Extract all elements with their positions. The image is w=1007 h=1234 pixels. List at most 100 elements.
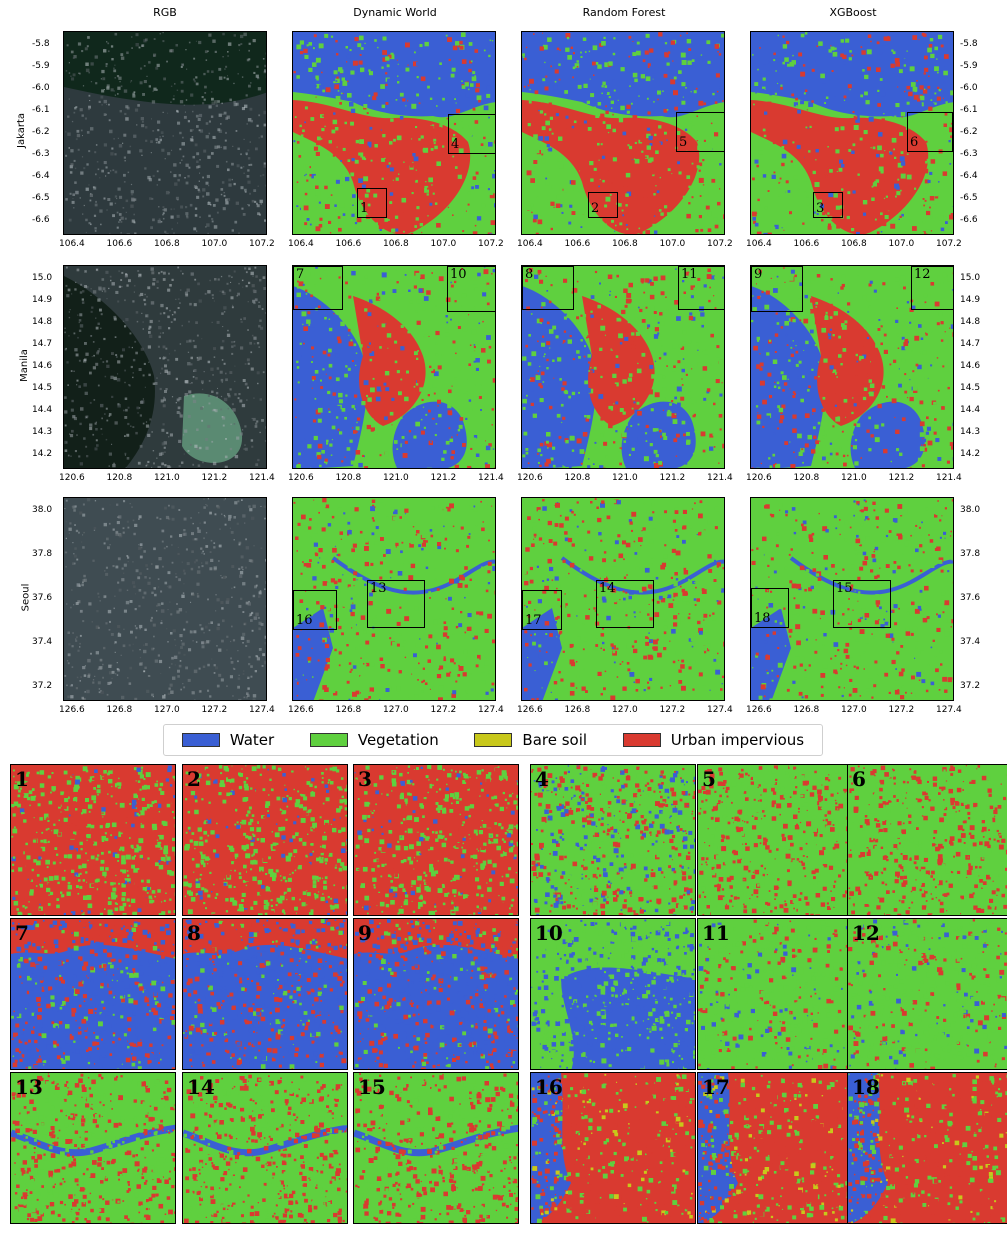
col-title-random-forest: Random Forest [582, 6, 666, 19]
x-tick-label: 121.0 [154, 473, 180, 483]
x-tick-label: 106.4 [517, 239, 543, 249]
x-tick-label: 106.6 [793, 239, 820, 249]
x-tick-label: 126.8 [564, 705, 591, 715]
map-manila-xgboost: 9 12 [750, 265, 954, 469]
zoom-region-label: 2 [591, 201, 600, 216]
x-tick-label: 121.4 [249, 473, 275, 483]
y-tick-label-left: 14.9 [32, 295, 53, 305]
x-tick-label: 121.2 [659, 473, 686, 483]
zoom-inset-9: 9 [353, 918, 519, 1070]
zoom-region-box: 7 [293, 266, 343, 310]
zoom-region-label: 3 [816, 201, 825, 216]
zoom-region-box: 13 [367, 580, 425, 628]
zoom-inset-14: 14 [182, 1072, 348, 1224]
zoom-region-label: 9 [754, 267, 763, 282]
zoom-inset-7: 7 [10, 918, 176, 1070]
y-tick-label-right: -6.4 [960, 171, 978, 181]
zoom-inset-number: 5 [702, 767, 716, 791]
y-tick-label-right: -6.0 [960, 83, 978, 93]
y-tick-label-right: -6.6 [960, 215, 978, 225]
x-tick-label: 106.8 [383, 239, 409, 249]
zoom-inset-18: 18 [847, 1072, 1007, 1224]
y-tick-label-left: 37.2 [32, 681, 53, 691]
x-tick-label: 120.6 [517, 473, 543, 483]
legend-swatch-urban [622, 733, 661, 747]
x-tick-label: 120.6 [746, 473, 772, 483]
zoom-region-label: 14 [599, 581, 616, 596]
zoom-region-label: 5 [679, 135, 688, 150]
map-manila-rgb [63, 265, 267, 469]
x-tick-label: 107.0 [201, 239, 228, 249]
zoom-region-box: 11 [678, 266, 724, 310]
zoom-inset-number: 10 [535, 921, 563, 945]
zoom-inset-number: 3 [358, 767, 372, 791]
y-tick-label-left: 37.6 [32, 593, 53, 603]
zoom-region-box: 16 [293, 590, 337, 630]
x-tick-label: 106.6 [106, 239, 133, 249]
zoom-inset-number: 6 [852, 767, 866, 791]
zoom-inset-8: 8 [182, 918, 348, 1070]
y-tick-label-left: -6.2 [32, 127, 50, 137]
x-tick-label: 106.4 [746, 239, 772, 249]
y-tick-label-left: 14.3 [32, 427, 53, 437]
x-tick-label: 106.8 [154, 239, 180, 249]
map-seoul-dynamic-world: 13 16 [292, 497, 496, 701]
y-tick-label-right: 14.8 [960, 317, 981, 327]
zoom-region-box: 17 [522, 590, 562, 630]
x-tick-label: 107.2 [249, 239, 275, 249]
zoom-inset-17: 17 [697, 1072, 863, 1224]
zoom-region-label: 4 [451, 137, 460, 152]
col-title-rgb: RGB [153, 6, 177, 19]
legend-swatch-bare-soil [474, 733, 513, 747]
legend-item-water: Water [181, 731, 274, 749]
y-tick-label-left: -5.9 [32, 61, 50, 71]
x-tick-label: 107.2 [478, 239, 504, 249]
zoom-inset-3: 3 [353, 764, 519, 916]
zoom-region-box: 9 [751, 266, 803, 312]
zoom-inset-15: 15 [353, 1072, 519, 1224]
zoom-inset-number: 8 [187, 921, 201, 945]
zoom-inset-number: 16 [535, 1075, 563, 1099]
y-tick-label-right: 14.6 [960, 361, 981, 371]
x-tick-label: 126.6 [517, 705, 543, 715]
zoom-region-label: 6 [910, 135, 919, 150]
x-tick-label: 126.6 [746, 705, 772, 715]
y-tick-label-right: 14.9 [960, 295, 981, 305]
zoom-region-label: 17 [525, 613, 542, 628]
y-tick-label-right: 37.6 [960, 593, 981, 603]
x-tick-label: 127.4 [249, 705, 275, 715]
zoom-inset-number: 7 [15, 921, 29, 945]
y-tick-label-right: 15.0 [960, 273, 981, 283]
y-tick-label-left: 15.0 [32, 273, 53, 283]
x-tick-label: 121.4 [936, 473, 962, 483]
row-label-seoul: Seoul [20, 583, 32, 612]
zoom-inset-5: 5 [697, 764, 863, 916]
y-tick-label-right: -6.1 [960, 105, 978, 115]
legend-item-vegetation: Vegetation [309, 731, 439, 749]
zoom-inset-number: 17 [702, 1075, 730, 1099]
x-tick-label: 126.6 [288, 705, 314, 715]
zoom-inset-number: 1 [15, 767, 29, 791]
x-tick-label: 127.0 [841, 705, 867, 715]
legend-label-vegetation: Vegetation [357, 731, 439, 749]
x-tick-label: 107.0 [430, 239, 457, 249]
zoom-inset-4: 4 [530, 764, 696, 916]
map-manila-random-forest: 8 11 [521, 265, 725, 469]
zoom-inset-2: 2 [182, 764, 348, 916]
x-tick-label: 106.4 [59, 239, 85, 249]
x-tick-label: 121.2 [201, 473, 228, 483]
zoom-inset-10: 10 [530, 918, 696, 1070]
x-tick-label: 121.0 [612, 473, 638, 483]
x-tick-label: 127.2 [888, 705, 915, 715]
y-tick-label-right: -5.9 [960, 61, 978, 71]
y-tick-label-left: 37.8 [32, 549, 53, 559]
legend: Water Vegetation Bare soil Urban impervi… [163, 724, 823, 756]
zoom-region-box: 1 [357, 188, 387, 218]
x-tick-label: 127.2 [201, 705, 228, 715]
zoom-region-box: 6 [907, 112, 953, 152]
zoom-region-box: 12 [911, 266, 953, 310]
x-tick-label: 106.8 [612, 239, 638, 249]
y-tick-label-left: 14.4 [32, 405, 53, 415]
y-tick-label-left: -6.4 [32, 171, 50, 181]
